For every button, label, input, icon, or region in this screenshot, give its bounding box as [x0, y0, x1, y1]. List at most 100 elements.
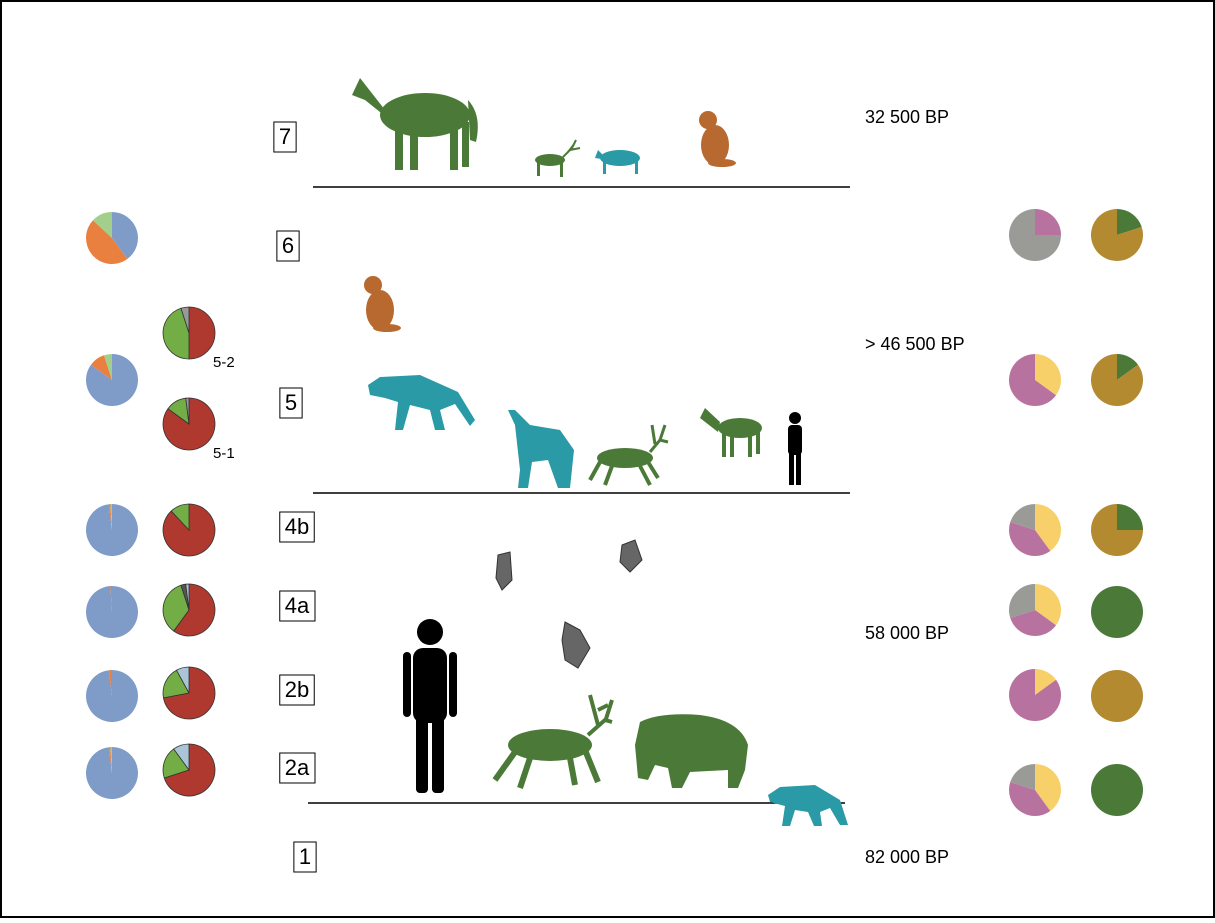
- pie-slice: [170, 503, 190, 532]
- pie: [85, 211, 139, 265]
- pie-slice: [85, 504, 138, 556]
- layer-box: [279, 387, 303, 419]
- pie-slice: [1091, 586, 1143, 638]
- pie: [1091, 586, 1143, 638]
- pie: [162, 666, 216, 720]
- pie-slice: [85, 747, 138, 799]
- pie: [1009, 354, 1061, 406]
- layer-box: [279, 674, 315, 706]
- pie-slice: [103, 354, 112, 380]
- date-label: > 46 500 BP: [865, 334, 965, 354]
- layer-box: [279, 752, 316, 784]
- reindeer: [588, 424, 669, 486]
- pie-slice: [175, 666, 190, 694]
- pie-slice: [1091, 670, 1143, 722]
- pie-slice: [108, 504, 112, 530]
- marmot: [699, 111, 736, 167]
- hyena: [368, 375, 475, 430]
- pie-slice: [1090, 209, 1143, 261]
- hyena: [595, 150, 640, 174]
- pie-slice: [173, 583, 216, 637]
- layer-box: [279, 590, 316, 622]
- pie: [162, 743, 216, 797]
- wolf: [508, 410, 574, 488]
- pie-slice: [185, 397, 190, 425]
- pie-slice: [1035, 669, 1057, 695]
- pie-slice: [1035, 354, 1061, 396]
- pie-slice: [90, 355, 112, 380]
- pie-slice: [1091, 764, 1143, 816]
- layer-label: 2a: [285, 755, 310, 780]
- pie-slice: [85, 220, 128, 265]
- stone-tool: [495, 539, 643, 669]
- pie: [1090, 209, 1143, 261]
- human: [403, 619, 457, 793]
- pie: [1009, 209, 1061, 261]
- pie-slice: [1035, 209, 1061, 235]
- pie: [1091, 354, 1143, 406]
- pie: [1091, 764, 1143, 816]
- pie-slice: [173, 743, 190, 772]
- pie: [1091, 504, 1143, 556]
- pie: [86, 586, 139, 638]
- pie-slice: [1009, 521, 1051, 557]
- pie-slice: [1035, 584, 1061, 626]
- pie-slice: [1009, 209, 1061, 261]
- pie-slice: [1035, 504, 1061, 552]
- hyena: [768, 785, 848, 826]
- pie-slice: [1117, 504, 1143, 530]
- pie: [162, 397, 216, 451]
- pie-slice: [85, 670, 138, 722]
- layer-label: 5: [285, 390, 297, 415]
- layer-label: 4b: [285, 514, 309, 539]
- pie-slice: [163, 743, 216, 797]
- human: [788, 412, 802, 485]
- pie-slice: [86, 586, 139, 638]
- pie-slice: [185, 583, 190, 611]
- pie: [1009, 764, 1061, 817]
- horse: [700, 408, 762, 457]
- pie: [1009, 584, 1061, 636]
- pie-slice: [1091, 354, 1143, 406]
- pie-label: 5-1: [213, 445, 235, 462]
- pie-slice: [108, 747, 112, 773]
- layer-box: [293, 841, 317, 873]
- pie-slice: [162, 307, 190, 360]
- pie-slice: [86, 354, 139, 406]
- pie-slice: [108, 670, 112, 696]
- pie: [85, 670, 138, 722]
- pie-slice: [1117, 209, 1142, 235]
- pie-slice: [1009, 669, 1061, 721]
- pie-slice: [188, 306, 216, 360]
- pie-slice: [1009, 354, 1057, 406]
- pie-slice: [1035, 764, 1061, 812]
- layer-label: 4a: [285, 593, 310, 618]
- pie-slice: [1009, 584, 1035, 619]
- layer-box: [279, 511, 315, 543]
- pie-slice: [162, 397, 216, 451]
- pie-slice: [180, 306, 190, 334]
- pie-slice: [1010, 764, 1035, 790]
- date-label: 82 000 BP: [865, 847, 949, 867]
- pie-slice: [1091, 504, 1143, 556]
- layer-box: [273, 121, 297, 153]
- horse: [352, 78, 478, 170]
- reindeer: [535, 139, 581, 177]
- marmot: [364, 276, 401, 332]
- pie: [162, 503, 216, 557]
- pie: [162, 583, 216, 637]
- date-label: 58 000 BP: [865, 623, 949, 643]
- pie-slice: [110, 504, 112, 530]
- pie-slice: [110, 586, 112, 612]
- pie-slice: [1010, 610, 1057, 636]
- layer-label: 2b: [285, 677, 309, 702]
- pie-slice: [112, 211, 139, 260]
- date-label: 32 500 BP: [865, 107, 949, 127]
- pie-label: 5-2: [213, 354, 235, 371]
- layer-label: 6: [282, 233, 294, 258]
- pie: [1009, 669, 1061, 721]
- pie-slice: [110, 747, 112, 773]
- pie-slice: [93, 212, 112, 238]
